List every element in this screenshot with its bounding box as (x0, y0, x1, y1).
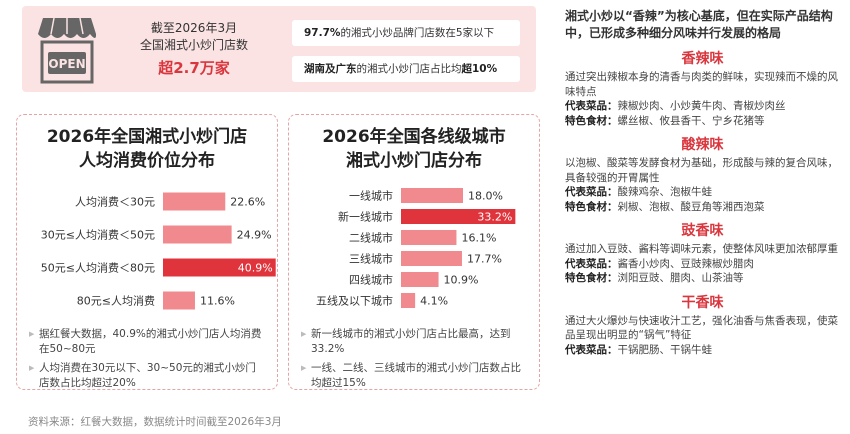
flavor-name: 香辣味 (681, 51, 724, 67)
note-item: 一线、二线、三线城市的湘式小炒门店数占比均超过15% (301, 361, 525, 391)
category-label: 三线城市 (349, 252, 393, 266)
bar (401, 209, 516, 224)
flavor-name: 酸辣味 (681, 137, 724, 153)
category-label: 新一线城市 (338, 210, 393, 224)
note-item: 人均消费在30元以下、30~50元的湘式小炒门店数占比均超过20% (29, 361, 263, 391)
note-item: 据红餐大数据，40.9%的湘式小炒门店人均消费在50~80元 (29, 327, 263, 357)
store-sign-text: OPEN (48, 57, 85, 71)
stat-value: 超2.7万家 (158, 59, 230, 77)
bar-value-label: 4.1% (420, 295, 448, 308)
flavor-dishes: 代表菜品：辣椒炒肉、小炒黄牛肉、青椒炒肉丝 (565, 100, 786, 112)
flavor-section-dry-fragrant: 干香味 通过大火爆炒与快速收汁工艺，强化油香与焦香表现，使菜品呈现出明显的“锅气… (565, 294, 840, 358)
flavor-ingredients: 特色食材：剁椒、泡椒、酸豆角等湘西泡菜 (565, 200, 765, 213)
flavor-intro: 湘式小炒以“香辣”为核心基底，但在实际产品结构中，已形成多种细分风味并行发展的格… (565, 9, 833, 40)
flavor-ingredients: 特色食材：浏阳豆豉、腊肉、山茶油等 (565, 272, 744, 284)
bar-value-label: 40.9% (238, 262, 273, 275)
city-chart-title: 2026年全国各线级城市 湘式小炒门店分布 (322, 127, 506, 171)
flavor-section-sour-spicy: 酸辣味 以泡椒、酸菜等发酵食材为基础，形成酸与辣的复合风味，具备较强的开胃属性 … (565, 136, 840, 214)
insight-pill-region: 湖南及广东的湘式小炒门店占比均超10% (292, 56, 520, 82)
bar (401, 293, 416, 308)
price-distribution-panel: 2026年全国湘式小炒门店 人均消费价位分布 人均消费＜30元 22.6% 30元≤… (16, 114, 278, 390)
city-tier-panel: 2026年全国各线级城市 湘式小炒门店分布 一线城市 18.0% 新一线城市 33.2… (288, 114, 540, 390)
city-notes: 新一线城市的湘式小炒门店占比最高，达到33.2% 一线、二线、三线城市的湘式小炒… (289, 327, 539, 395)
bar-value-label: 18.0% (468, 190, 503, 203)
flavor-desc: 通过大火爆炒与快速收汁工艺，强化油香与焦香表现，使菜品呈现出明显的“锅气”特征 (565, 314, 838, 342)
bar (163, 192, 226, 211)
category-label: 四线城市 (349, 273, 393, 287)
summary-card: OPEN 截至2026年3月 全国湘式小炒门店数 超2.7万家 97.7%的湘式… (22, 6, 536, 92)
note-item: 新一线城市的湘式小炒门店占比最高，达到33.2% (301, 327, 525, 357)
flavor-desc: 通过突出辣椒本身的清香与肉类的鲜味，实现辣而不燥的风味特点 (565, 71, 838, 98)
category-label: 二线城市 (349, 231, 393, 245)
bar-value-label: 17.7% (467, 253, 502, 266)
category-label: 80元≤人均消费 (77, 294, 155, 308)
store-count-stat: 截至2026年3月 全国湘式小炒门店数 超2.7万家 (120, 20, 268, 78)
bar-value-label: 24.9% (237, 229, 272, 242)
price-notes: 据红餐大数据，40.9%的湘式小炒门店人均消费在50~80元 人均消费在30元以… (17, 327, 277, 395)
bar-value-label: 22.6% (230, 196, 265, 209)
bar-value-label: 10.9% (444, 274, 479, 287)
price-chart-title: 2026年全国湘式小炒门店 人均消费价位分布 (46, 127, 248, 171)
flavor-name: 干香味 (681, 294, 724, 311)
flavor-desc: 以泡椒、酸菜等发酵食材为基础，形成酸与辣的复合风味，具备较强的开胃属性 (565, 157, 838, 184)
store-open-icon: OPEN (38, 17, 97, 84)
category-label: 30元≤人均消费＜50元 (41, 228, 155, 242)
data-source: 资料来源：红餐大数据，数据统计时间截至2026年3月 (28, 416, 282, 428)
flavor-dishes: 代表菜品：酸辣鸡杂、泡椒牛蛙 (565, 186, 712, 198)
bar (163, 291, 195, 310)
category-label: 人均消费＜30元 (75, 195, 155, 209)
price-bar-chart: 人均消费＜30元 22.6% 30元≤人均消费＜50元 24.9% 50元≤人均消费＜8… (41, 192, 276, 310)
flavor-panel: 湘式小炒以“香辣”为核心基底，但在实际产品结构中，已形成多种细分风味并行发展的格… (565, 8, 840, 357)
stat-label: 全国湘式小炒门店数 (139, 38, 248, 52)
flavor-desc: 通过加入豆豉、酱料等调味元素，使整体风味更加浓郁厚重 (565, 243, 838, 255)
bar (401, 272, 439, 287)
flavor-ingredients: 特色食材：螺丝椒、攸县香干、宁乡花猪等 (565, 114, 765, 127)
flavor-name: 豉香味 (681, 223, 724, 239)
flavor-dishes: 代表菜品：酱香小炒肉、豆豉辣椒炒腊肉 (565, 257, 754, 270)
flavor-dishes: 代表菜品：干锅肥肠、干锅牛蛙 (565, 343, 712, 356)
category-label: 一线城市 (349, 189, 393, 203)
city-tier-bar-chart: 一线城市 18.0% 新一线城市 33.2% 二线城市 16.1% 三线城市 17.7% 四线城… (316, 188, 516, 308)
bar (163, 258, 276, 277)
category-label: 五线及以下城市 (316, 294, 393, 308)
bar (401, 230, 457, 245)
flavor-section-spicy: 香辣味 通过突出辣椒本身的清香与肉类的鲜味，实现辣而不燥的风味特点 代表菜品：辣… (565, 50, 840, 128)
bar (401, 251, 462, 266)
bar-value-label: 16.1% (461, 232, 496, 245)
bar (401, 188, 463, 203)
flavor-section-fermented-bean: 豉香味 通过加入豆豉、酱料等调味元素，使整体风味更加浓郁厚重 代表菜品：酱香小炒… (565, 222, 840, 286)
bar-value-label: 11.6% (200, 295, 235, 308)
insight-pill-brand: 97.7%的湘式小炒品牌门店数在5家以下 (292, 20, 520, 46)
category-label: 50元≤人均消费＜80元 (41, 261, 155, 275)
bar-value-label: 33.2% (477, 211, 512, 224)
stat-date: 截至2026年3月 (150, 21, 238, 35)
bar (163, 225, 232, 244)
